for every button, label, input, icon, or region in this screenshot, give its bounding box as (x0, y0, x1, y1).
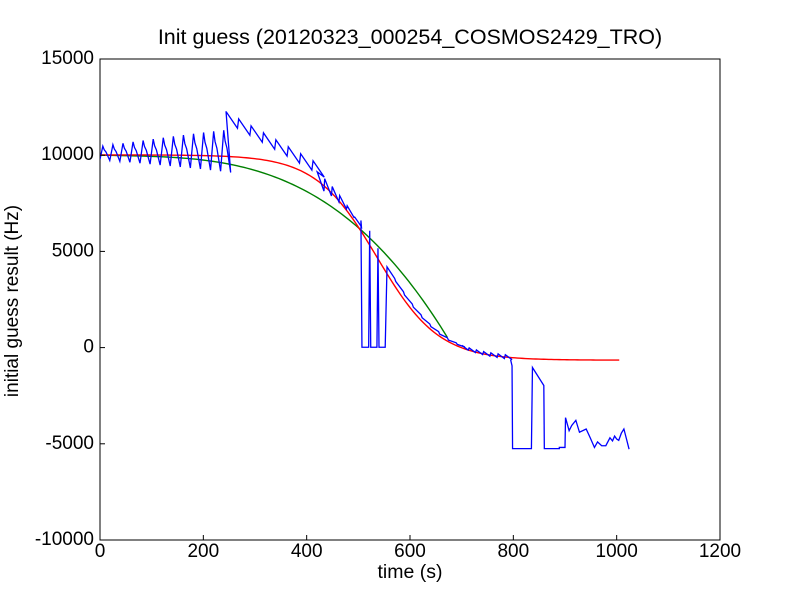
svg-text:400: 400 (291, 541, 323, 562)
svg-text:800: 800 (497, 541, 529, 562)
svg-text:1000: 1000 (596, 541, 638, 562)
svg-text:-10000: -10000 (35, 529, 94, 550)
svg-text:initial guess result (Hz): initial guess result (Hz) (2, 205, 23, 397)
svg-text:1200: 1200 (699, 541, 741, 562)
svg-text:10000: 10000 (41, 144, 94, 165)
svg-text:0: 0 (95, 541, 106, 562)
svg-text:200: 200 (187, 541, 219, 562)
svg-text:0: 0 (83, 337, 94, 358)
svg-text:15000: 15000 (41, 48, 94, 69)
svg-text:5000: 5000 (52, 240, 94, 261)
svg-text:time (s): time (s) (378, 561, 443, 583)
svg-text:600: 600 (394, 541, 426, 562)
svg-text:-5000: -5000 (45, 433, 94, 454)
svg-text:Init guess (20120323_000254_CO: Init guess (20120323_000254_COSMOS2429_T… (158, 25, 662, 49)
